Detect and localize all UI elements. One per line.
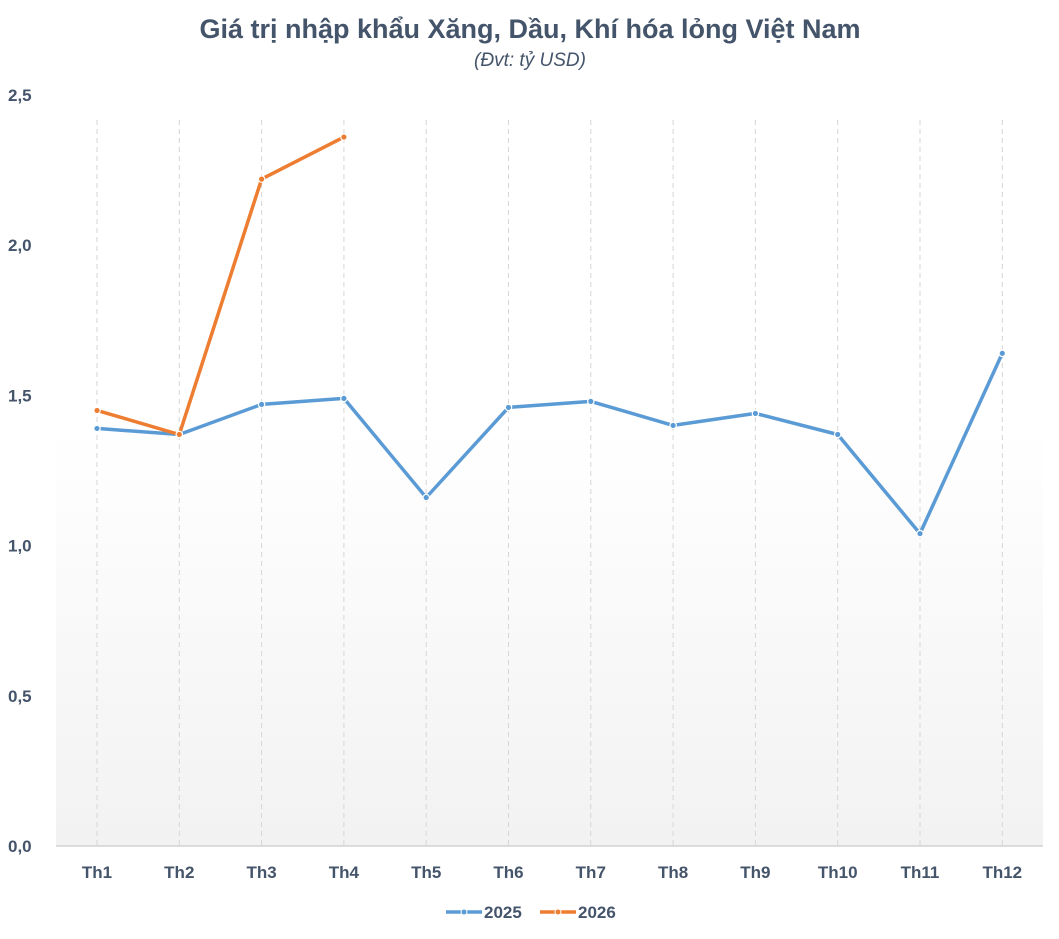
x-tick-label: Th2 [164,863,194,882]
grid [96,120,1003,846]
x-tick-label: Th3 [246,863,276,882]
series-line-2025 [95,351,1005,536]
plot-background [56,430,1043,846]
x-tick-label: Th9 [740,863,770,882]
data-point-2026 [93,406,101,415]
data-point-2026 [340,133,348,141]
data-point-2025 [257,400,266,409]
legend-marker-2025 [460,908,468,916]
chart-title: Giá trị nhập khẩu Xăng, Dầu, Khí hóa lỏn… [199,14,860,44]
series-line-2026 [95,135,346,437]
x-tick-label: Th10 [818,863,858,882]
y-tick-label: 2,5 [8,86,32,105]
chart-subtitle: (Đvt: tỷ USD) [474,50,586,71]
x-tick-label: Th1 [82,863,112,882]
data-point-2025 [833,430,842,439]
x-tick-label: Th12 [982,863,1022,882]
x-tick-label: Th8 [658,863,688,882]
data-point-2026 [175,430,184,439]
data-point-2026 [257,175,266,183]
data-point-2025 [586,397,595,406]
y-tick-label: 2,0 [8,236,32,255]
axes: 0,0 0,5 1,0 1,5 2,0 2,5 Th1 Th2 Th3 Th4 Th5 Th6 Th7 T… [8,86,1043,882]
data-point-2025 [669,421,677,430]
data-point-2025 [998,349,1007,358]
legend-label-2026: 2026 [578,903,616,922]
series [93,133,1007,538]
x-tick-label: Th4 [329,863,360,882]
y-tick-label: 1,5 [8,386,32,405]
x-tick-label: Th5 [411,863,441,882]
legend: 2025 2026 [446,903,616,922]
x-tick-label: Th6 [493,863,523,882]
x-tick-label: Th11 [901,863,940,882]
legend-marker-2026 [554,908,562,916]
x-tick-label: Th7 [576,863,606,882]
data-point-2025 [422,493,431,502]
legend-label-2025: 2025 [484,903,522,922]
data-point-2025 [751,409,760,418]
data-point-2025 [340,394,348,403]
data-point-2025 [93,424,101,433]
y-tick-label: 1,0 [8,537,32,556]
y-tick-label: 0,0 [8,837,32,856]
y-tick-label: 0,5 [8,687,32,706]
data-point-2025 [504,403,513,412]
data-point-2025 [916,529,924,538]
